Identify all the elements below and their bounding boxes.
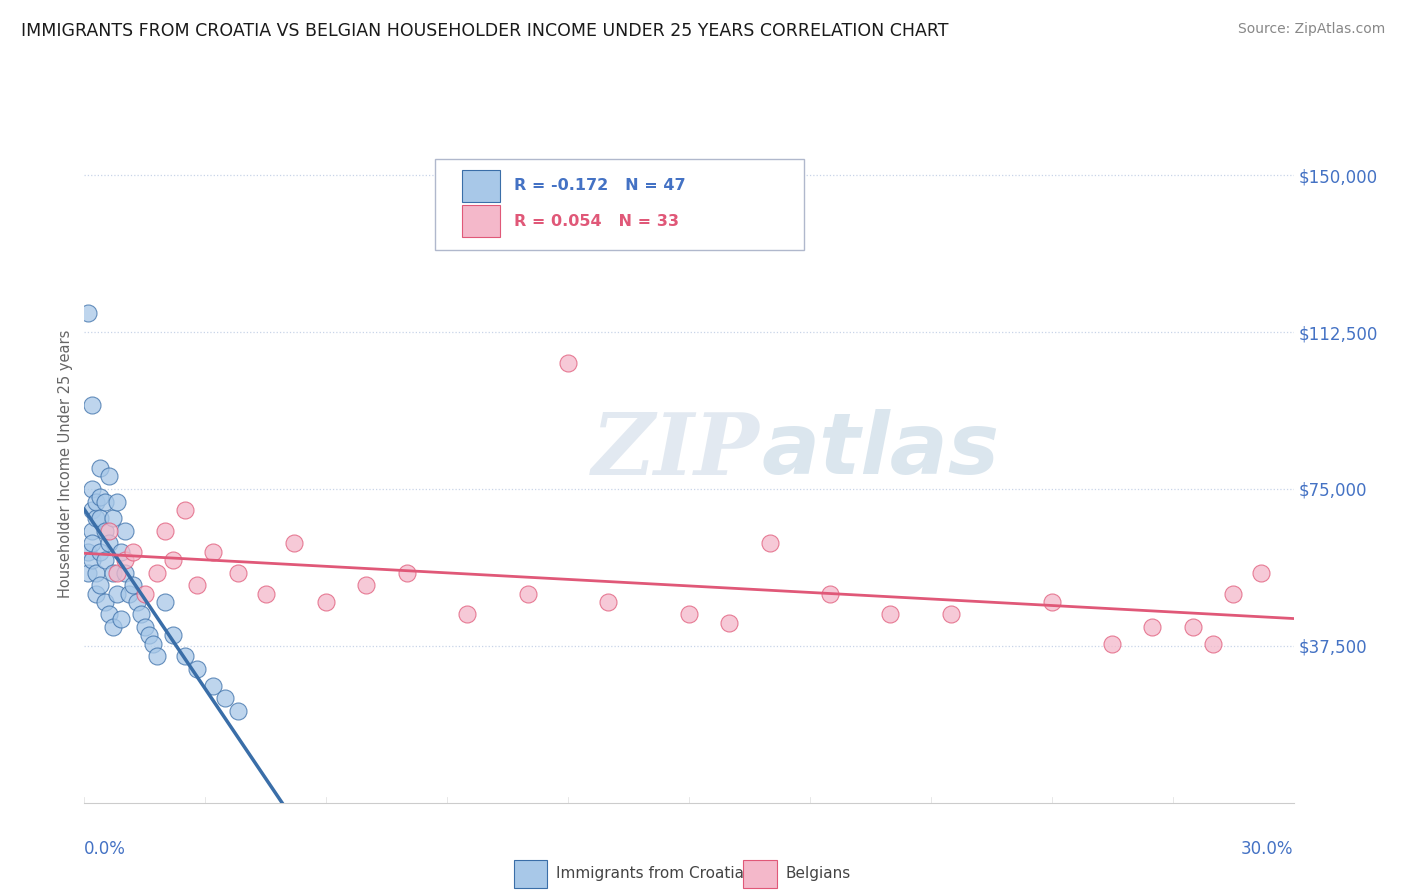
Point — [82, 553, 104, 567]
Point — [174, 649, 197, 664]
Point — [101, 511, 124, 525]
Point — [134, 620, 156, 634]
Point — [82, 536, 104, 550]
Point — [1142, 620, 1164, 634]
Point — [93, 595, 115, 609]
Point — [186, 578, 208, 592]
Point — [516, 586, 538, 600]
Point — [77, 566, 100, 580]
Point — [162, 628, 184, 642]
Point — [1250, 566, 1272, 580]
Point — [93, 494, 115, 508]
Text: ZIP: ZIP — [592, 409, 761, 492]
Point — [82, 503, 104, 517]
Point — [118, 586, 141, 600]
Point — [395, 566, 418, 580]
Point — [97, 469, 120, 483]
Point — [153, 595, 176, 609]
Bar — [461, 169, 501, 202]
Text: 0.0%: 0.0% — [84, 840, 127, 858]
Point — [89, 491, 111, 505]
Point — [82, 524, 104, 538]
Point — [101, 620, 124, 634]
FancyBboxPatch shape — [434, 159, 804, 251]
Point — [125, 595, 148, 609]
Point — [114, 566, 136, 580]
Point — [97, 607, 120, 622]
Point — [356, 578, 378, 592]
Point — [101, 566, 124, 580]
Point — [110, 545, 132, 559]
Point — [86, 566, 108, 580]
Point — [105, 566, 128, 580]
Point — [86, 511, 108, 525]
Point — [134, 586, 156, 600]
Point — [202, 679, 225, 693]
Point — [89, 545, 111, 559]
Point — [214, 691, 236, 706]
Text: Belgians: Belgians — [786, 866, 851, 881]
Point — [153, 524, 176, 538]
Text: 30.0%: 30.0% — [1241, 840, 1294, 858]
Text: R = -0.172   N = 47: R = -0.172 N = 47 — [513, 178, 685, 194]
Point — [77, 306, 100, 320]
Point — [1181, 620, 1204, 634]
Point — [186, 662, 208, 676]
Text: atlas: atlas — [762, 409, 1000, 491]
Point — [89, 578, 111, 592]
Text: Immigrants from Croatia: Immigrants from Croatia — [555, 866, 744, 881]
Point — [114, 553, 136, 567]
Point — [254, 586, 277, 600]
Point — [146, 649, 169, 664]
Point — [138, 628, 160, 642]
Point — [82, 398, 104, 412]
Point — [818, 586, 841, 600]
Point — [557, 356, 579, 370]
Point — [114, 524, 136, 538]
Point — [598, 595, 620, 609]
Point — [456, 607, 478, 622]
Text: IMMIGRANTS FROM CROATIA VS BELGIAN HOUSEHOLDER INCOME UNDER 25 YEARS CORRELATION: IMMIGRANTS FROM CROATIA VS BELGIAN HOUSE… — [21, 22, 949, 40]
Point — [226, 704, 249, 718]
Bar — [461, 205, 501, 237]
Bar — [513, 861, 547, 888]
Point — [174, 503, 197, 517]
Y-axis label: Householder Income Under 25 years: Householder Income Under 25 years — [58, 330, 73, 598]
Point — [93, 553, 115, 567]
Text: Source: ZipAtlas.com: Source: ZipAtlas.com — [1237, 22, 1385, 37]
Point — [1101, 637, 1123, 651]
Point — [142, 637, 165, 651]
Point — [129, 607, 152, 622]
Point — [97, 524, 120, 538]
Point — [1222, 586, 1244, 600]
Point — [110, 612, 132, 626]
Point — [1202, 637, 1225, 651]
Point — [105, 586, 128, 600]
Point — [146, 566, 169, 580]
Point — [97, 536, 120, 550]
Point — [162, 553, 184, 567]
Point — [89, 461, 111, 475]
Point — [879, 607, 901, 622]
Point — [105, 494, 128, 508]
Point — [315, 595, 337, 609]
Text: R = 0.054   N = 33: R = 0.054 N = 33 — [513, 214, 679, 228]
Point — [121, 545, 143, 559]
Point — [226, 566, 249, 580]
Point — [283, 536, 305, 550]
Point — [1040, 595, 1063, 609]
Point — [939, 607, 962, 622]
Point — [718, 615, 741, 630]
Point — [89, 511, 111, 525]
Point — [86, 586, 108, 600]
Point — [86, 494, 108, 508]
Point — [121, 578, 143, 592]
Point — [82, 482, 104, 496]
Point — [202, 545, 225, 559]
Point — [77, 545, 100, 559]
Point — [758, 536, 780, 550]
Point — [678, 607, 700, 622]
Bar — [744, 861, 778, 888]
Point — [93, 524, 115, 538]
